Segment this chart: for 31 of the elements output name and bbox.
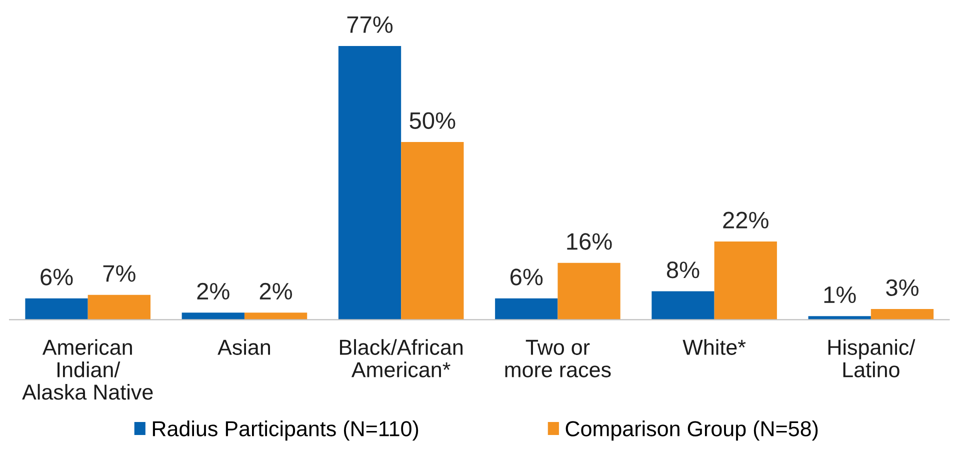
data-label: 8%: [666, 262, 700, 278]
data-label: 6%: [510, 268, 543, 286]
data-label: 2%: [260, 282, 292, 300]
data-label: 2%: [197, 282, 230, 300]
data-label: 22%: [723, 212, 768, 228]
data-label: 16%: [567, 233, 612, 250]
legend-label: Comparison Group (N=58): [566, 420, 818, 441]
bar: [338, 46, 402, 320]
x-tick-label: White*: [682, 339, 746, 355]
x-tick-label: American Indian/ Alaska Native: [22, 339, 153, 400]
bar: [88, 294, 150, 320]
bar: [182, 312, 244, 320]
x-tick-label: Hispanic/ Latino: [828, 339, 916, 378]
bar: [495, 298, 558, 320]
x-tick-label: Asian: [218, 339, 270, 355]
x-tick-label: Two or more races: [505, 340, 611, 378]
bar: [652, 291, 714, 320]
bar: [25, 298, 88, 320]
data-label: 50%: [410, 112, 456, 129]
data-label: 6%: [40, 268, 73, 286]
data-label: 3%: [886, 279, 918, 296]
data-label: 7%: [103, 265, 136, 282]
bar: [558, 262, 620, 320]
bar: [870, 309, 934, 320]
bar: [244, 312, 308, 320]
x-tick-label: Black/African American*: [340, 339, 462, 378]
legend-label: Radius Participants (N=110): [152, 420, 418, 441]
data-label: 1%: [824, 286, 856, 304]
bar: [401, 142, 464, 320]
data-label: 77%: [347, 16, 393, 33]
bar: [714, 242, 777, 320]
